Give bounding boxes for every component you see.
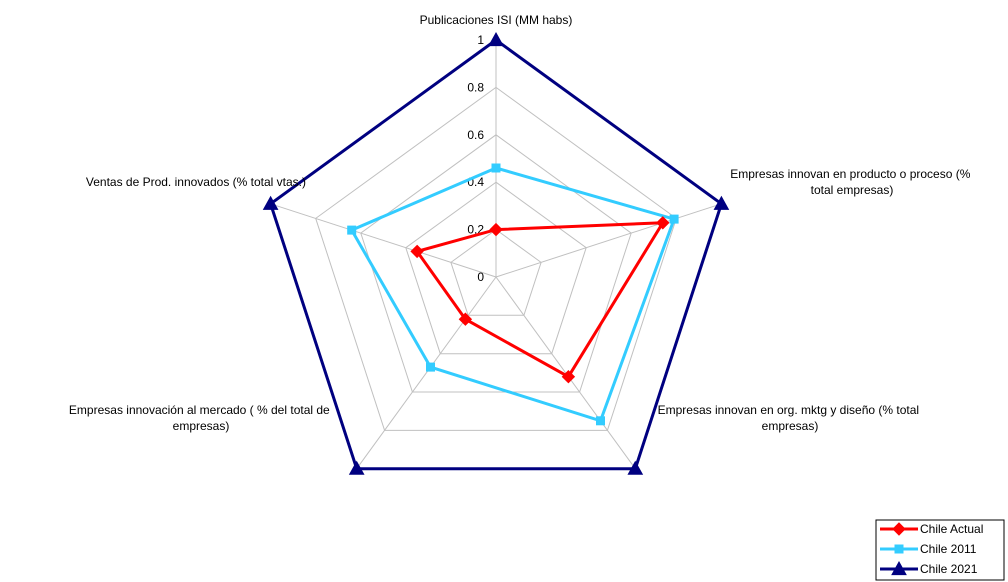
- tick-label-3: 0.6: [467, 128, 484, 142]
- legend-symbol-chile-2011: [894, 544, 904, 554]
- legend: Chile Actual Chile 2011 Chile 2021: [875, 519, 1005, 581]
- legend-item-chile-2021: Chile 2021: [880, 560, 978, 576]
- tick-label-4: 0.8: [467, 80, 484, 94]
- series-chile-2021: [262, 31, 730, 475]
- series-line-chile-actual: [414, 221, 666, 379]
- radial-tick-labels: 0 0.2 0.4 0.6 0.8 1: [467, 33, 484, 284]
- series-chile-actual: [410, 216, 670, 384]
- grid-spoke-4: [270, 203, 497, 278]
- point-chile-2021-0: [488, 31, 504, 47]
- legend-label-chile-actual: Chile Actual: [920, 522, 983, 536]
- grid-ring-4: [315, 86, 677, 431]
- point-chile-actual-2: [561, 369, 576, 384]
- point-chile-actual-0: [489, 222, 503, 237]
- legend-marker-chile-actual: [892, 522, 906, 536]
- point-chile-2011-2: [596, 416, 605, 426]
- axis-label-producto-proceso: Empresas innovan en producto o proceso (…: [730, 167, 973, 197]
- axis-labels: Publicaciones ISI (MM habs) Empresas inn…: [69, 13, 973, 433]
- legend-label-chile-2021: Chile 2021: [920, 562, 978, 576]
- radar-series: [262, 31, 730, 475]
- series-chile-2011: [347, 163, 679, 426]
- axis-label-org-mktg: Empresas innovan en org. mktg y diseño (…: [658, 403, 923, 433]
- point-chile-2021-2: [627, 460, 644, 475]
- point-chile-actual-3: [458, 312, 473, 326]
- radar-grid: [270, 40, 722, 469]
- axis-label-publicaciones: Publicaciones ISI (MM habs): [420, 13, 573, 27]
- tick-label-0: 0: [477, 270, 484, 284]
- point-chile-2011-3: [426, 362, 435, 372]
- grid-ring-1: [450, 228, 542, 316]
- grid-spoke-1: [495, 203, 722, 278]
- point-chile-actual-1: [656, 216, 670, 230]
- point-chile-2021-4: [262, 195, 279, 210]
- grid-spoke-3: [356, 276, 497, 469]
- point-chile-2011-4: [347, 225, 357, 235]
- point-chile-2021-3: [348, 460, 365, 475]
- legend-label-chile-2011: Chile 2011: [920, 542, 977, 556]
- legend-symbol-chile-2021: [891, 560, 907, 576]
- tick-label-5: 1: [477, 33, 484, 47]
- point-chile-2011-1: [669, 214, 679, 224]
- legend-marker-chile-2021: [891, 560, 907, 576]
- series-line-chile-2011: [349, 166, 677, 423]
- point-chile-2021-1: [713, 195, 730, 210]
- axis-label-mercado: Empresas innovación al mercado ( % del t…: [69, 403, 333, 433]
- legend-item-chile-actual: Chile Actual: [880, 522, 983, 536]
- legend-item-chile-2011: Chile 2011: [880, 542, 977, 556]
- legend-marker-chile-2011: [894, 544, 904, 554]
- point-chile-2011-0: [491, 163, 501, 173]
- legend-symbol-chile-actual: [892, 522, 906, 536]
- grid-ring-2: [405, 181, 587, 355]
- point-chile-actual-4: [410, 244, 424, 259]
- axis-label-ventas: Ventas de Prod. innovados (% total vtas.…: [86, 175, 306, 189]
- series-line-chile-2021: [268, 38, 724, 471]
